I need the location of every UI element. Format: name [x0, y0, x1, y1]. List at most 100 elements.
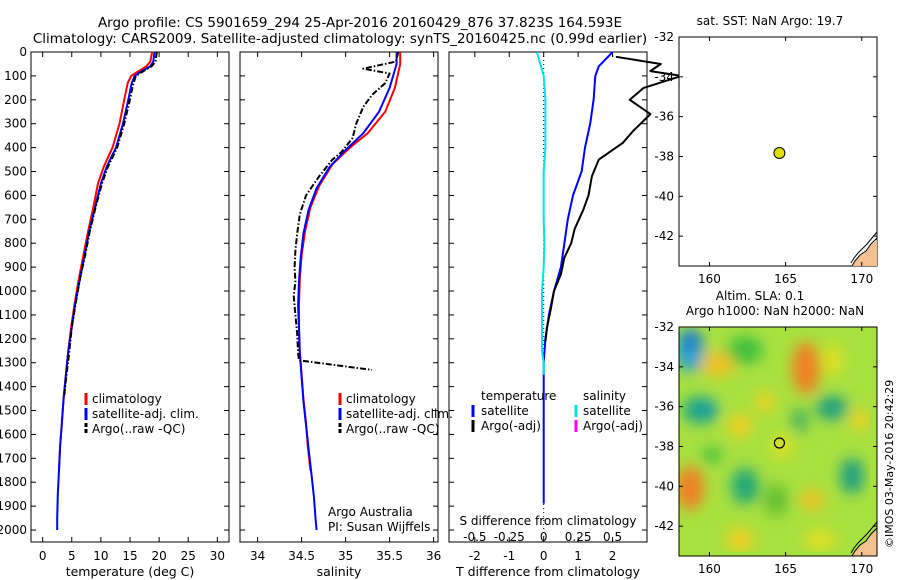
top-tick-label: -0.25	[494, 530, 525, 544]
sst-map-title: sat. SST: NaN Argo: 19.7	[697, 14, 844, 28]
y-tick-label: 1400	[0, 380, 27, 394]
temperature-chart: 0 5 10 15 20 25 300100200300400500600700800900…	[0, 45, 229, 563]
x-tick-label: 0	[540, 549, 548, 563]
legend-label-satellite: satellite-adj. clim.	[92, 407, 199, 421]
y-tick-label: 1100	[0, 308, 27, 322]
map-x-tick-label: 165	[774, 272, 797, 286]
y-tick-label: 1200	[0, 332, 27, 346]
map-x-tick-label: 160	[698, 272, 721, 286]
legend-label-argo: Argo(..raw -QC)	[92, 422, 185, 436]
salinity-chart: 34 34.5 35 35.5 36	[240, 51, 441, 563]
x-tick-label: 36	[426, 549, 441, 563]
x-tick-label: 0	[39, 549, 47, 563]
sst-coastline	[850, 231, 877, 266]
legend-label-climatology: climatology	[346, 392, 416, 406]
legend-label-climatology: climatology	[92, 392, 162, 406]
figure-title-line2: Climatology: CARS2009. Satellite-adjuste…	[33, 31, 647, 47]
top-tick-label: 0.25	[565, 530, 592, 544]
y-tick-label: 500	[4, 165, 27, 179]
y-tick-label: 900	[4, 260, 27, 274]
legend-label-temp-satellite: satellite	[481, 404, 529, 418]
y-tick-label: 300	[4, 117, 27, 131]
map-y-tick-label: -34	[654, 360, 674, 374]
legend-label-satellite: satellite-adj. clim.	[346, 407, 453, 421]
y-tick-label: 600	[4, 188, 27, 202]
temperature-legend: climatology satellite-adj. clim. Argo(..…	[84, 392, 199, 436]
x-tick-label: 15	[122, 549, 137, 563]
map-y-tick-label: -32	[654, 30, 674, 44]
map-x-tick-label: 170	[850, 272, 873, 286]
x-tick-label: 34.5	[288, 549, 315, 563]
x-tick-label: -1	[503, 549, 515, 563]
map-y-tick-label: -36	[654, 400, 674, 414]
legend-header-temperature: temperature	[481, 389, 556, 403]
map-y-tick-label: -42	[654, 229, 674, 243]
sla-axes: 160 165 170 -32 -34 -36 -38 -40 -42	[654, 320, 877, 576]
y-tick-label: 1500	[0, 404, 27, 418]
x-tick-label: 5	[68, 549, 76, 563]
legend-label-sal-argo: Argo(-adj)	[583, 419, 643, 433]
legend-label-temp-argo: Argo(-adj)	[481, 419, 541, 433]
x-tick-label: 34	[250, 549, 265, 563]
salinity-xlabel: salinity	[317, 564, 362, 579]
sst-argo-location-marker	[773, 147, 786, 159]
x-tick-label: 30	[210, 549, 225, 563]
x-tick-label: 25	[181, 549, 196, 563]
top-tick-label: 0.5	[603, 530, 622, 544]
map-y-tick-label: -34	[654, 70, 674, 84]
legend-label-sal-satellite: satellite	[583, 404, 631, 418]
series-temperature-argo-adj	[544, 55, 683, 342]
temperature-panel	[30, 51, 230, 543]
salinity-annotation-line2: PI: Susan Wijffels	[328, 520, 430, 534]
sla-map-title-line2: Argo h1000: NaN h2000: NaN	[686, 304, 864, 318]
sla-argo-location-marker	[773, 437, 786, 449]
map-x-tick-label: 165	[774, 562, 797, 576]
series-temperature-satellite	[542, 51, 614, 504]
x-tick-label: -2	[469, 549, 481, 563]
x-tick-label: 35	[338, 549, 353, 563]
map-y-tick-label: -40	[654, 479, 674, 493]
y-tick-label: 1000	[0, 284, 27, 298]
difference-panel	[448, 51, 648, 543]
y-tick-label: 1800	[0, 475, 27, 489]
series-argo-raw-qc	[63, 51, 158, 397]
top-tick-label: -0.5	[463, 530, 486, 544]
legend-label-argo: Argo(..raw -QC)	[346, 422, 439, 436]
salinity-legend: climatology satellite-adj. clim. Argo(..…	[338, 392, 453, 436]
map-y-tick-label: -38	[654, 149, 674, 163]
difference-chart: -2 -1 0 1 2 -0.5 -0.25 0 0.25 0.5	[449, 51, 683, 563]
map-y-tick-label: -38	[654, 439, 674, 453]
sla-map: Altim. SLA: 0.1 Argo h1000: NaN h2000: N…	[654, 289, 878, 576]
sst-axes: 160 165 170 -32 -34 -36 -38 -40 -42	[654, 30, 877, 286]
difference-top-xlabel: S difference from climatology	[460, 514, 637, 528]
y-tick-label: 1900	[0, 499, 27, 513]
series-salinity-satellite	[535, 51, 547, 375]
temperature-xlabel: temperature (deg C)	[66, 564, 195, 579]
figure-title-line1: Argo profile: CS 5901659_294 25-Apr-2016…	[98, 15, 622, 31]
x-tick-label: 35.5	[376, 549, 403, 563]
x-tick-label: 10	[93, 549, 108, 563]
y-tick-label: 100	[4, 69, 27, 83]
sla-map-frame	[678, 326, 878, 557]
y-tick-label: 2000	[0, 523, 27, 537]
series-argo-raw-qc	[292, 51, 400, 371]
difference-legend: temperature salinity satellite Argo(-adj…	[471, 389, 643, 433]
y-tick-label: 1300	[0, 356, 27, 370]
sst-map: sat. SST: NaN Argo: 19.7 160 165 170 -32 -34…	[654, 14, 878, 286]
series-satellite-adj-clim	[297, 52, 398, 531]
map-y-tick-label: -32	[654, 320, 674, 334]
legend-header-salinity: salinity	[583, 389, 626, 403]
y-tick-label: 400	[4, 141, 27, 155]
y-tick-label: 0	[19, 45, 27, 59]
y-tick-label: 1600	[0, 427, 27, 441]
y-tick-label: 800	[4, 236, 27, 250]
salinity-panel	[239, 51, 439, 543]
top-tick-label: 0	[540, 530, 548, 544]
y-tick-label: 700	[4, 212, 27, 226]
salinity-annotation-line1: Argo Australia	[328, 505, 413, 519]
x-tick-label: 20	[151, 549, 166, 563]
sla-field	[679, 327, 877, 556]
map-y-tick-label: -42	[654, 519, 674, 533]
y-tick-label: 1700	[0, 451, 27, 465]
